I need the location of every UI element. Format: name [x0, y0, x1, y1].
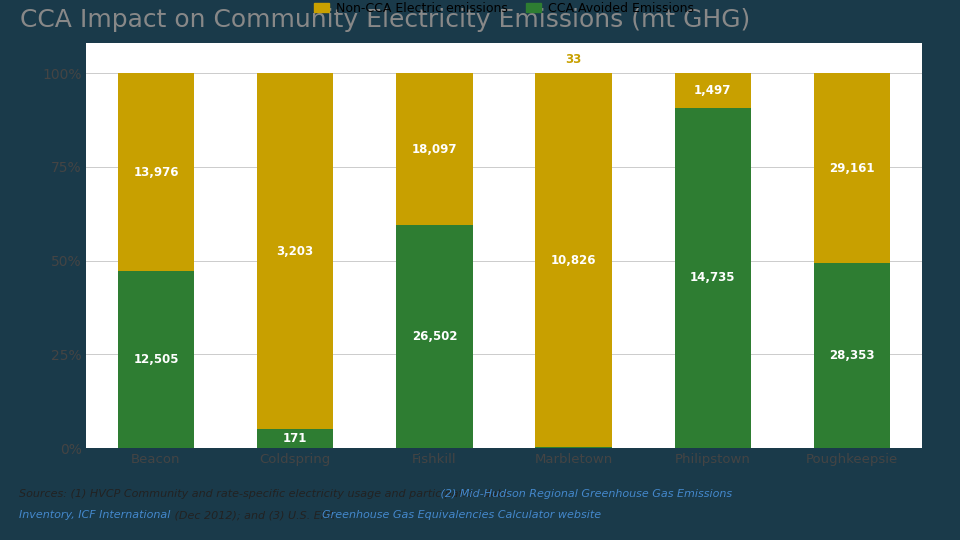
Text: 3,203: 3,203	[276, 245, 314, 258]
Text: 171: 171	[283, 432, 307, 445]
Text: 26,502: 26,502	[412, 330, 457, 343]
Bar	[257, 73, 333, 429]
Text: 29,161: 29,161	[829, 162, 875, 175]
Legend: Non-CCA Electric emissions, CCA Avoided Emissions: Non-CCA Electric emissions, CCA Avoided …	[309, 0, 699, 20]
Text: 28,353: 28,353	[829, 349, 875, 362]
Text: (Dec 2012); and (3) U.S. EPA: (Dec 2012); and (3) U.S. EPA	[171, 510, 338, 521]
Bar	[814, 264, 890, 448]
Text: CCA Impact on Community Electricity Emissions (mt GHG): CCA Impact on Community Electricity Emis…	[19, 8, 750, 31]
Text: 33: 33	[565, 53, 582, 66]
Bar	[536, 447, 612, 448]
Text: Greenhouse Gas Equivalencies Calculator website: Greenhouse Gas Equivalencies Calculator …	[322, 510, 601, 521]
Text: Inventory, ICF International: Inventory, ICF International	[19, 510, 171, 521]
Text: 14,735: 14,735	[690, 272, 735, 285]
Bar	[118, 73, 194, 271]
Text: 12,505: 12,505	[133, 353, 179, 366]
Bar	[396, 225, 472, 448]
Text: 18,097: 18,097	[412, 143, 457, 156]
Text: (2) Mid-Hudson Regional Greenhouse Gas Emissions: (2) Mid-Hudson Regional Greenhouse Gas E…	[437, 489, 732, 499]
Bar	[675, 73, 751, 108]
Bar	[257, 429, 333, 448]
Bar	[814, 73, 890, 264]
Bar	[675, 108, 751, 448]
Text: 1,497: 1,497	[694, 84, 732, 97]
Bar	[118, 271, 194, 448]
Bar	[396, 73, 472, 225]
Bar	[536, 73, 612, 447]
Text: Sources: (1) HVCP Community and rate-specific electricity usage and participatio: Sources: (1) HVCP Community and rate-spe…	[19, 489, 513, 499]
Text: 10,826: 10,826	[551, 254, 596, 267]
Text: 13,976: 13,976	[133, 166, 179, 179]
